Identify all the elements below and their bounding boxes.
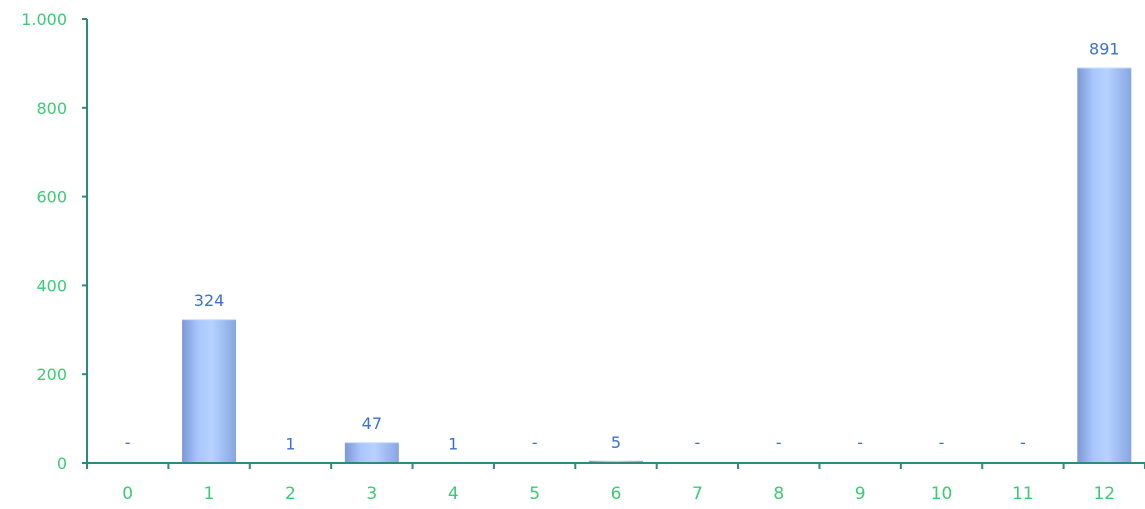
y-tick-label: 0: [57, 454, 67, 473]
bar-series: [182, 67, 1132, 464]
data-label: 324: [194, 291, 225, 310]
data-label: -: [532, 433, 538, 452]
data-label: -: [694, 433, 700, 452]
y-tick-label: 800: [36, 99, 67, 118]
x-tick-label: 1: [204, 484, 215, 504]
data-label: -: [939, 433, 945, 452]
data-labels: - 324 1 47 1 - 5 - - - - - 891: [125, 39, 1120, 453]
data-label: 5: [611, 433, 621, 452]
axis-tick-marks: [82, 18, 1145, 469]
x-tick-label: 5: [529, 484, 540, 504]
y-tick-label: 200: [36, 365, 67, 384]
data-label: 891: [1089, 39, 1120, 58]
y-tick-label: 1.000: [21, 10, 67, 29]
y-axis-tick-labels: 0 200 400 600 800 1.000: [21, 10, 67, 473]
x-tick-label: 12: [1093, 484, 1115, 504]
x-tick-label: 6: [611, 484, 622, 504]
x-tick-label: 8: [773, 484, 784, 504]
x-axis-tick-labels: 0 1 2 3 4 5 6 7 8 9 10 11 12: [122, 484, 1115, 504]
x-tick-label: 4: [448, 484, 459, 504]
x-tick-label: 2: [285, 484, 296, 504]
x-tick-label: 9: [855, 484, 866, 504]
x-tick-label: 0: [122, 484, 133, 504]
bar: [344, 442, 399, 463]
y-tick-label: 400: [36, 276, 67, 295]
data-label: 1: [448, 435, 458, 454]
data-label: 47: [362, 414, 382, 433]
x-tick-label: 3: [366, 484, 377, 504]
x-tick-label: 11: [1012, 484, 1034, 504]
y-tick-label: 600: [36, 188, 67, 207]
bar: [589, 460, 643, 463]
data-label: 1: [285, 435, 295, 454]
bar: [182, 319, 237, 463]
x-tick-label: 7: [692, 484, 703, 504]
data-label: -: [1020, 433, 1026, 452]
data-label: -: [857, 433, 863, 452]
data-label: -: [776, 433, 782, 452]
bar: [1077, 67, 1132, 464]
x-tick-label: 10: [931, 484, 953, 504]
data-label: -: [125, 433, 131, 452]
